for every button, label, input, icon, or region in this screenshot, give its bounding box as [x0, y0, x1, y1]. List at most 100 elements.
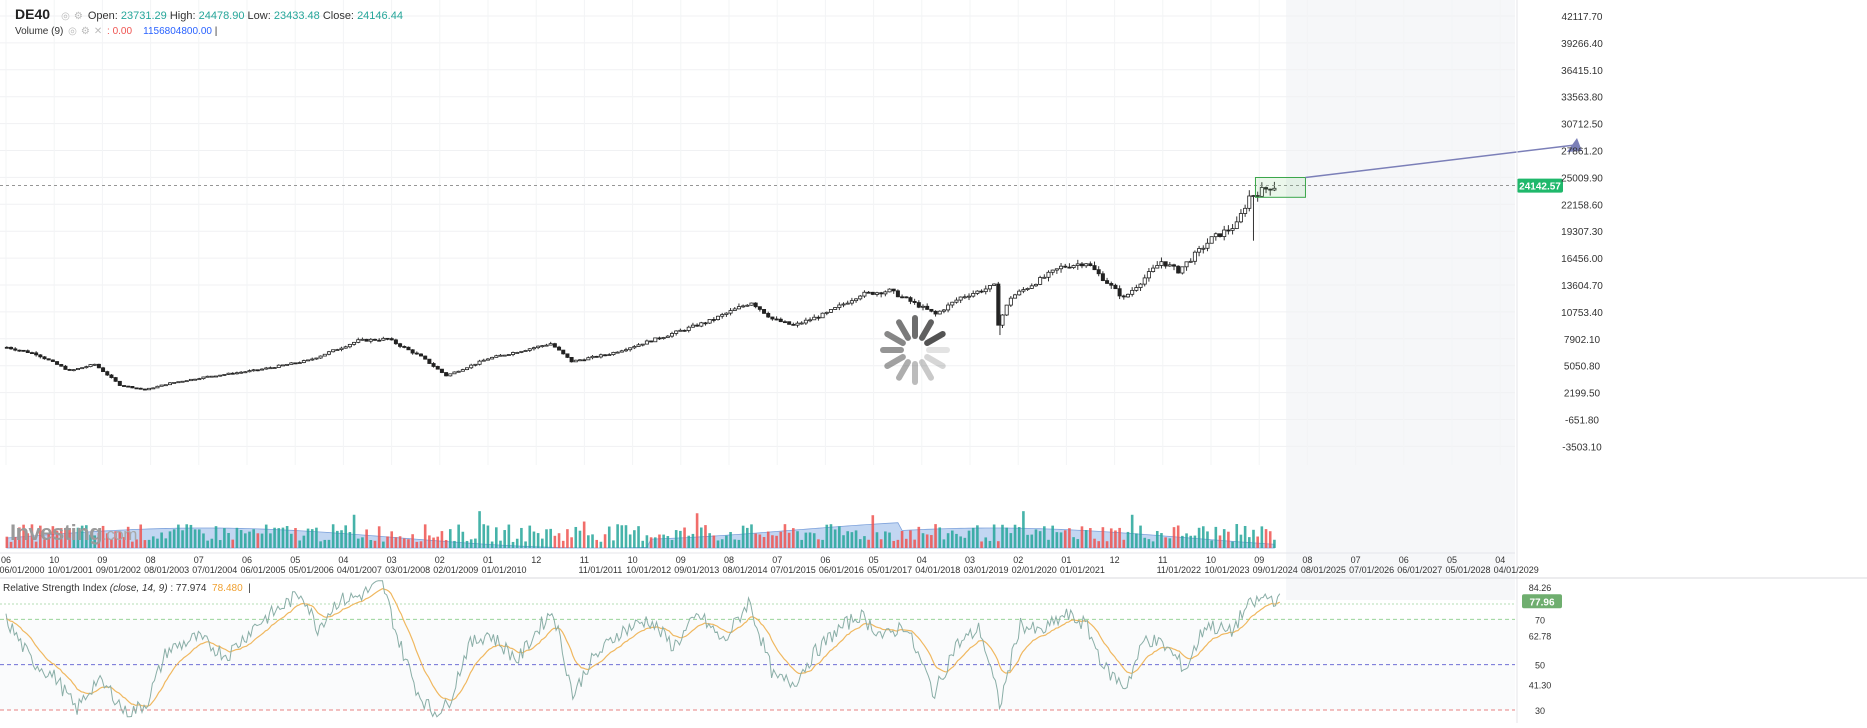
volume-bar — [394, 537, 398, 548]
settings-icon[interactable]: ⚙ — [73, 11, 83, 22]
volume-bar — [541, 538, 544, 548]
candle-body — [891, 288, 896, 292]
volume-bar — [1164, 537, 1167, 548]
candle-body — [900, 296, 905, 299]
candle-body — [1117, 288, 1122, 297]
candle-body — [577, 359, 582, 362]
candle-body — [88, 364, 93, 368]
volume-bar — [1101, 527, 1105, 548]
volume-bar — [758, 534, 762, 548]
candle-body — [1138, 283, 1143, 288]
volume-bar — [637, 526, 640, 548]
volume-bar — [587, 535, 590, 548]
volume-bar — [310, 529, 314, 548]
volume-bar — [352, 514, 356, 548]
candle-body — [1125, 293, 1130, 298]
volume-bar — [1231, 541, 1234, 548]
candle-body — [967, 295, 972, 298]
volume-bar — [1126, 531, 1130, 548]
candle-body — [778, 318, 783, 323]
volume-bar — [1013, 524, 1017, 548]
candle-body — [908, 297, 913, 302]
volume-bar — [545, 529, 548, 548]
watermark-brand: Investing — [10, 520, 103, 545]
candle-body — [96, 363, 101, 369]
candle-body — [264, 367, 269, 370]
volume-bar — [160, 532, 163, 548]
time-tick-label: 02/01/2020 — [1012, 565, 1057, 575]
eye-icon[interactable]: ◎ — [68, 26, 77, 37]
volume-bar — [231, 539, 235, 548]
candle-body — [841, 303, 846, 306]
candle-body — [222, 374, 227, 376]
candle-body — [1230, 228, 1235, 231]
price-tick-label: 19307.30 — [1561, 227, 1603, 238]
volume-bar — [988, 540, 992, 548]
volume-bar — [838, 526, 841, 548]
volume-bar — [402, 538, 406, 548]
volume-bar — [1147, 539, 1151, 548]
volume-bar — [570, 537, 573, 548]
volume-bar — [821, 539, 824, 548]
candle-body — [75, 368, 80, 371]
volume-bar — [97, 532, 101, 548]
candle-body — [356, 339, 361, 343]
volume-bar — [1197, 527, 1201, 548]
volume-bar — [453, 540, 456, 548]
time-tick-top: 10 — [628, 555, 638, 565]
volume-bar — [649, 537, 653, 548]
volume-bar — [1043, 526, 1046, 548]
candle-body — [347, 343, 352, 348]
candle-body — [594, 355, 599, 358]
volume-bar — [80, 525, 84, 548]
candle-body — [933, 310, 938, 315]
candle-body — [1226, 229, 1231, 232]
rsi-tick-label: 50 — [1535, 661, 1545, 671]
candle-body — [84, 366, 89, 369]
time-tick-top: 06 — [242, 555, 252, 565]
price-tick-label: 10753.40 — [1561, 308, 1603, 319]
volume-bar — [490, 541, 494, 548]
price-tick-label: 33563.80 — [1561, 93, 1603, 104]
candle-body — [469, 364, 474, 369]
candle-body — [736, 306, 741, 310]
candle-body — [511, 352, 516, 355]
eye-icon[interactable]: ◎ — [61, 11, 70, 22]
volume-bar — [315, 527, 318, 548]
settings-icon[interactable]: ⚙ — [80, 26, 90, 37]
candle-body — [439, 368, 444, 373]
close-icon[interactable]: ✕ — [93, 26, 103, 37]
candle-body — [1105, 280, 1110, 284]
volume-bar — [235, 527, 239, 548]
volume-bar — [428, 535, 431, 548]
volume-bar — [833, 529, 837, 548]
candle-body — [46, 358, 51, 361]
time-tick-top: 01 — [483, 555, 493, 565]
candle-body — [243, 371, 248, 374]
candle-body — [1088, 263, 1093, 266]
time-tick-label: 10/01/2001 — [48, 565, 93, 575]
time-tick-top: 11 — [580, 555, 589, 565]
time-tick-label: 09/01/2024 — [1253, 565, 1298, 575]
volume-bar — [976, 525, 979, 548]
volume-bar — [766, 531, 770, 548]
time-tick-top: 06 — [820, 555, 830, 565]
time-tick-label: 06/01/2016 — [819, 565, 864, 575]
candle-body — [318, 355, 323, 359]
volume-bar — [628, 534, 632, 548]
candle-body — [490, 356, 495, 360]
volume-bar — [1155, 530, 1159, 548]
volume-bar — [633, 530, 636, 548]
candle-body — [230, 372, 235, 375]
candle-body — [837, 304, 842, 308]
volume-bar — [294, 528, 297, 548]
ohlc-legend: DE40 ◎ ⚙ Open: 23731.29 High: 24478.90 Lo… — [15, 6, 403, 22]
candle-body — [703, 322, 708, 325]
candle-body — [1079, 263, 1084, 267]
candle-body — [163, 384, 168, 387]
candle-body — [569, 356, 574, 363]
candle-body — [268, 367, 273, 370]
candle-body — [824, 311, 829, 314]
